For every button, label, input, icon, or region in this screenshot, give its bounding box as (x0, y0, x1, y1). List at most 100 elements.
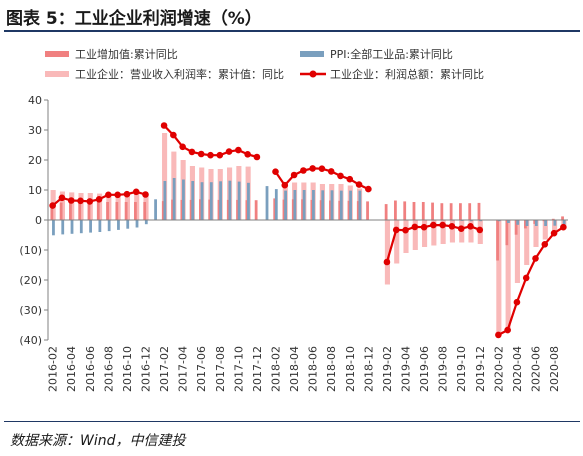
bar-ppi-2017-03 (172, 178, 176, 220)
point-total-profit-2020-07 (541, 241, 549, 248)
bar-revenue-profit-margin-2019-09 (449, 220, 455, 243)
figure-title: 图表 5：工业企业利润增速（%） (6, 9, 262, 29)
point-total-profit-2019-08 (439, 221, 446, 229)
point-total-profit-2017-07 (207, 151, 214, 159)
legend-item-total-profit: 工业企业：利润总额：累计同比 (300, 67, 484, 81)
point-total-profit-2016-09 (114, 191, 121, 199)
bar-industrial-value-added-2020-06 (533, 220, 537, 224)
point-total-profit-2017-06 (197, 150, 205, 158)
bar-revenue-profit-margin-2020-05 (524, 220, 530, 265)
point-total-profit-2016-12 (142, 191, 149, 198)
bar-industrial-value-added-2020-05 (524, 220, 527, 229)
bar-industrial-value-added-2019-04 (403, 201, 407, 220)
bar-industrial-value-added-2018-05 (301, 199, 304, 220)
axes: 40 30 20 10 0 (10) (20) (30) (40) 2016-02 2016-04 2… (19, 94, 568, 392)
y-tick-label: 0 (35, 214, 42, 227)
bar-revenue-profit-margin-2020-03 (505, 220, 511, 328)
x-tick-label-2019-10: 2019-10 (455, 346, 468, 392)
bar-industrial-value-added-2017-08 (217, 199, 221, 220)
bar-industrial-value-added-2019-07 (431, 202, 434, 220)
bar-industrial-value-added-2017-02 (161, 201, 165, 220)
bar-ppi-2016-10 (126, 220, 130, 229)
point-total-profit-2016-11 (132, 188, 140, 196)
bar-industrial-value-added-2018-02 (273, 198, 277, 220)
bar-ppi-2017-05 (191, 181, 195, 220)
x-tick-label-2016-12: 2016-12 (140, 346, 153, 392)
bar-industrial-value-added-2017-07 (208, 199, 212, 220)
bar-industrial-value-added-2016-07 (96, 202, 100, 220)
bar-ppi-2016-03 (61, 220, 65, 235)
point-total-profit-2017-02 (160, 122, 168, 129)
bar-ppi-series (52, 178, 566, 236)
bar-ppi-2016-08 (107, 220, 111, 232)
point-total-profit-2019-10 (457, 225, 465, 232)
bar-revenue-profit-margin-series (50, 133, 567, 334)
point-total-profit-2016-03 (58, 194, 66, 202)
x-tick-label-2017-02: 2017-02 (158, 346, 171, 392)
x-tick-label-2019-12: 2019-12 (474, 346, 487, 392)
bar-ppi-2020-09 (562, 220, 566, 225)
bar-ppi-2017-11 (247, 182, 250, 220)
bar-ppi-2017-02 (163, 181, 167, 220)
point-total-profit-2018-04 (290, 171, 298, 179)
bar-revenue-profit-margin-2019-02 (384, 220, 390, 285)
bar-industrial-value-added-series (50, 198, 564, 261)
bar-industrial-value-added-2019-02 (384, 204, 388, 220)
bar-industrial-value-added-2019-09 (449, 203, 453, 220)
point-total-profit-2016-02 (49, 202, 56, 209)
point-total-profit-2017-05 (188, 148, 196, 156)
point-total-profit-2019-02 (383, 258, 391, 266)
point-total-profit-2016-05 (77, 197, 84, 205)
y-tick-label: (40) (19, 334, 42, 347)
x-tick-label-2016-02: 2016-02 (47, 346, 60, 392)
x-tick-label-2020-04: 2020-04 (511, 346, 524, 392)
legend-label-revenue-profit-margin: 工业企业：营业收入利润率：累计值：同比 (75, 67, 284, 81)
point-total-profit-2016-10 (123, 190, 131, 198)
bar-ppi-2016-02 (52, 220, 55, 236)
bar-industrial-value-added-2018-10 (347, 200, 351, 220)
x-tick-label-2019-08: 2019-08 (437, 346, 450, 392)
bar-industrial-value-added-2016-03 (59, 202, 63, 220)
x-tick-label-2018-02: 2018-02 (270, 346, 283, 392)
bar-industrial-value-added-2016-05 (78, 202, 82, 220)
point-total-profit-2016-07 (95, 196, 103, 203)
legend: 工业增加值:累计同比 PPI:全部工业品:累计同比 工业企业：营业收入利润率：累… (45, 47, 484, 81)
bar-industrial-value-added-2018-04 (291, 199, 295, 220)
x-tick-label-2017-04: 2017-04 (177, 346, 190, 392)
bar-ppi-2019-12 (479, 220, 482, 222)
line-total-profit-series (49, 122, 567, 339)
x-tick-label-2017-08: 2017-08 (214, 346, 227, 392)
bar-ppi-2020-04 (516, 220, 520, 225)
point-total-profit-2018-02 (272, 168, 279, 175)
bar-revenue-profit-margin-2019-03 (394, 220, 400, 264)
bar-ppi-2018-08 (330, 190, 334, 220)
bar-ppi-2016-11 (135, 220, 139, 228)
bar-ppi-2018-01 (265, 186, 269, 220)
point-total-profit-2020-06 (532, 255, 539, 262)
x-tick-label-2016-10: 2016-10 (121, 346, 134, 392)
bar-ppi-2018-11 (358, 190, 362, 220)
x-tick-label-2017-10: 2017-10 (232, 346, 245, 392)
bar-industrial-value-added-2020-02 (496, 220, 499, 261)
x-tick-label-2019-02: 2019-02 (381, 346, 394, 392)
point-total-profit-2019-11 (467, 223, 474, 230)
bar-industrial-value-added-2016-11 (134, 202, 137, 220)
bar-industrial-value-added-2019-10 (459, 203, 462, 220)
bar-industrial-value-added-2018-07 (319, 200, 323, 220)
bar-industrial-value-added-2020-07 (542, 220, 546, 222)
point-total-profit-2018-09 (337, 172, 344, 180)
bar-industrial-value-added-2017-10 (236, 199, 239, 220)
bar-ppi-2017-10 (237, 181, 241, 220)
legend-item-industrial-value-added: 工业增加值:累计同比 (45, 47, 178, 61)
bar-ppi-2018-04 (293, 190, 297, 220)
bar-industrial-value-added-2018-03 (282, 199, 286, 220)
point-total-profit-2018-03 (281, 181, 289, 189)
bar-ppi-2018-09 (339, 190, 343, 220)
bar-industrial-value-added-2017-12 (254, 200, 258, 220)
plot-area (49, 122, 567, 339)
bar-ppi-2017-09 (228, 180, 232, 220)
bar-ppi-2018-05 (302, 190, 306, 220)
y-tick-label: 10 (28, 184, 42, 197)
point-total-profit-2018-07 (318, 165, 326, 172)
bar-revenue-profit-margin-2020-04 (514, 220, 520, 283)
